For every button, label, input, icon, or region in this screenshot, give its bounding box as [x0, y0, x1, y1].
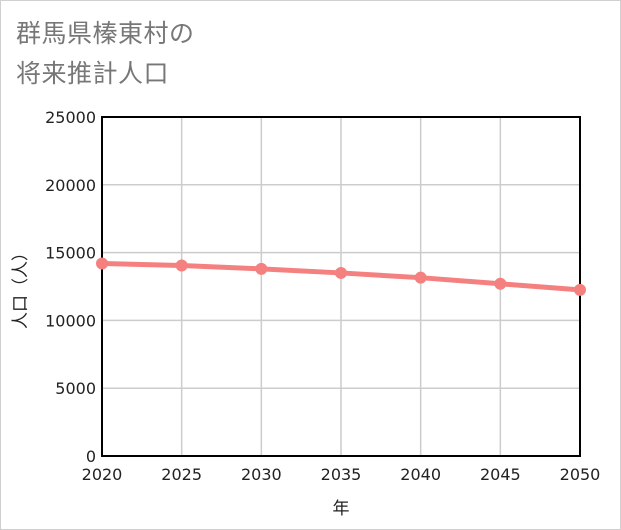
x-tick-label: 2040: [400, 465, 441, 484]
data-point[interactable]: [335, 266, 347, 279]
x-tick-label: 2025: [161, 465, 202, 484]
y-axis-label: 人口（人）: [11, 244, 31, 329]
x-axis-label: 年: [333, 499, 350, 519]
chart-title-line-2: 将来推計人口: [16, 59, 170, 88]
y-tick-label: 20000: [45, 176, 96, 195]
x-tick-label: 2020: [82, 465, 123, 484]
chart-title: 群馬県榛東村の 将来推計人口: [16, 14, 195, 94]
x-tick-label: 2030: [241, 465, 282, 484]
tick-layer: 0 5000 10000 15000 20000 25000 2020 2025 2030 203…: [45, 108, 600, 484]
x-tick-label: 2045: [480, 465, 521, 484]
x-tick-label: 2035: [321, 465, 362, 484]
y-tick-label: 5000: [55, 379, 96, 398]
y-tick-label: 25000: [45, 108, 96, 127]
data-point[interactable]: [574, 283, 586, 296]
chart-title-line-1: 群馬県榛東村の: [16, 19, 195, 48]
data-point[interactable]: [414, 271, 427, 284]
data-point[interactable]: [175, 259, 188, 272]
x-tick-label: 2050: [560, 465, 601, 484]
data-point[interactable]: [255, 262, 268, 275]
series-layer: [96, 257, 586, 296]
y-tick-label: 15000: [45, 244, 96, 263]
y-tick-label: 10000: [45, 311, 96, 330]
data-point[interactable]: [494, 277, 507, 290]
y-tick-label: 0: [86, 447, 96, 466]
data-point[interactable]: [96, 257, 108, 270]
